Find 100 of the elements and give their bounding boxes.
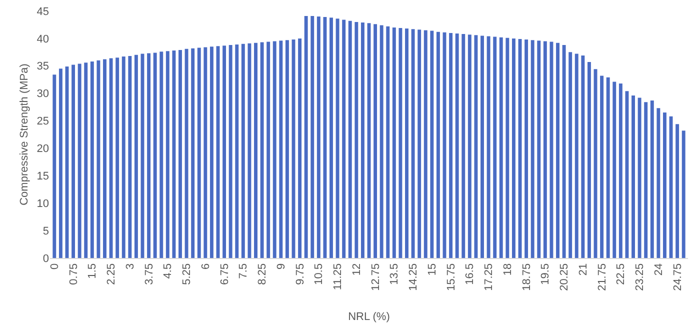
bar — [682, 130, 686, 258]
bar — [436, 32, 440, 258]
bar — [638, 98, 642, 258]
bar — [197, 48, 201, 258]
y-tick-label: 5 — [42, 225, 49, 238]
x-tick-label: 9.75 — [294, 263, 306, 285]
bar — [260, 42, 264, 258]
x-tick-label: 24 — [653, 263, 666, 276]
bar — [348, 20, 352, 258]
x-tick-label: 16.5 — [464, 263, 476, 285]
bar — [153, 52, 157, 258]
bar — [600, 76, 604, 258]
bar — [166, 51, 170, 258]
x-tick-label: 21 — [578, 263, 590, 276]
x-tick-label: 15 — [426, 263, 438, 276]
x-tick-label: 19.5 — [540, 263, 552, 285]
bar — [424, 30, 428, 258]
x-tick-label: 18 — [502, 263, 514, 276]
bar — [574, 54, 578, 258]
bar — [254, 42, 258, 258]
bar — [128, 56, 132, 258]
bar — [160, 52, 164, 258]
bar — [336, 18, 340, 258]
x-tick-label: 3.75 — [143, 263, 156, 285]
bar — [474, 35, 478, 258]
bar — [568, 52, 572, 258]
bar — [486, 36, 490, 258]
x-tick-label: 7.5 — [238, 263, 250, 279]
x-tick-label: 24.75 — [672, 263, 684, 291]
bar — [537, 40, 541, 258]
y-tick-label: 15 — [36, 170, 49, 183]
bar — [480, 36, 484, 258]
bar — [342, 20, 346, 258]
x-tick-label: 17.25 — [483, 263, 496, 291]
bar — [405, 28, 408, 258]
bar — [411, 29, 415, 258]
bar — [449, 32, 453, 258]
bar — [386, 26, 390, 258]
bar — [625, 91, 629, 258]
bar — [184, 48, 188, 258]
bar — [550, 42, 554, 258]
x-tick-label: 6.75 — [218, 263, 231, 285]
bar — [650, 100, 654, 258]
bar — [298, 38, 302, 258]
x-tick-label: 0.75 — [68, 263, 80, 285]
bar — [506, 38, 510, 258]
bar — [556, 42, 560, 258]
bar — [90, 62, 94, 258]
y-tick-label: 10 — [36, 198, 49, 210]
x-tick-label: 15.75 — [445, 263, 458, 291]
bar — [543, 41, 547, 258]
bar — [562, 45, 566, 258]
bar — [310, 16, 314, 258]
bar — [618, 83, 622, 258]
x-tick-label: 22.5 — [615, 263, 628, 285]
x-tick-label: 20.25 — [558, 263, 571, 291]
bar — [612, 82, 616, 258]
y-tick-label: 40 — [36, 33, 49, 46]
bar — [676, 124, 680, 258]
bar — [662, 112, 666, 258]
bar — [96, 60, 100, 258]
x-tick-label: 0 — [48, 263, 61, 270]
bar — [455, 34, 459, 258]
bar — [172, 50, 176, 258]
bar — [78, 64, 82, 258]
bar — [272, 41, 276, 258]
bar — [493, 36, 497, 258]
bar — [380, 25, 384, 258]
bar — [632, 96, 635, 258]
bar — [581, 55, 585, 258]
x-tick-label: 13.5 — [388, 263, 401, 285]
y-axis-title: Compressive Strength (MPa) — [18, 64, 30, 206]
bar — [72, 64, 76, 258]
x-tick-label: 11.25 — [332, 263, 344, 290]
bar — [530, 40, 534, 258]
bar — [279, 40, 283, 258]
bar — [84, 62, 88, 258]
bar — [210, 46, 214, 258]
bar — [52, 74, 56, 258]
x-tick-label: 9 — [275, 263, 288, 270]
bar — [462, 34, 466, 258]
bar — [644, 102, 648, 258]
bar — [266, 42, 270, 258]
bar — [241, 44, 245, 258]
bar — [499, 37, 503, 258]
y-tick-label: 35 — [36, 60, 49, 73]
x-axis-title: NRL (%) — [348, 311, 390, 324]
y-tick-label: 45 — [36, 6, 49, 18]
bar — [109, 58, 113, 258]
bar — [178, 50, 182, 258]
bar — [122, 56, 126, 258]
bar — [58, 68, 62, 258]
x-tick-label: 6 — [200, 263, 212, 270]
x-tick-label: 2.25 — [106, 263, 118, 285]
bar — [316, 16, 320, 258]
x-tick-label: 1.5 — [86, 263, 99, 279]
bar — [512, 38, 516, 258]
bar — [147, 53, 151, 258]
y-tick-label: 30 — [36, 88, 49, 100]
bar — [374, 24, 378, 258]
